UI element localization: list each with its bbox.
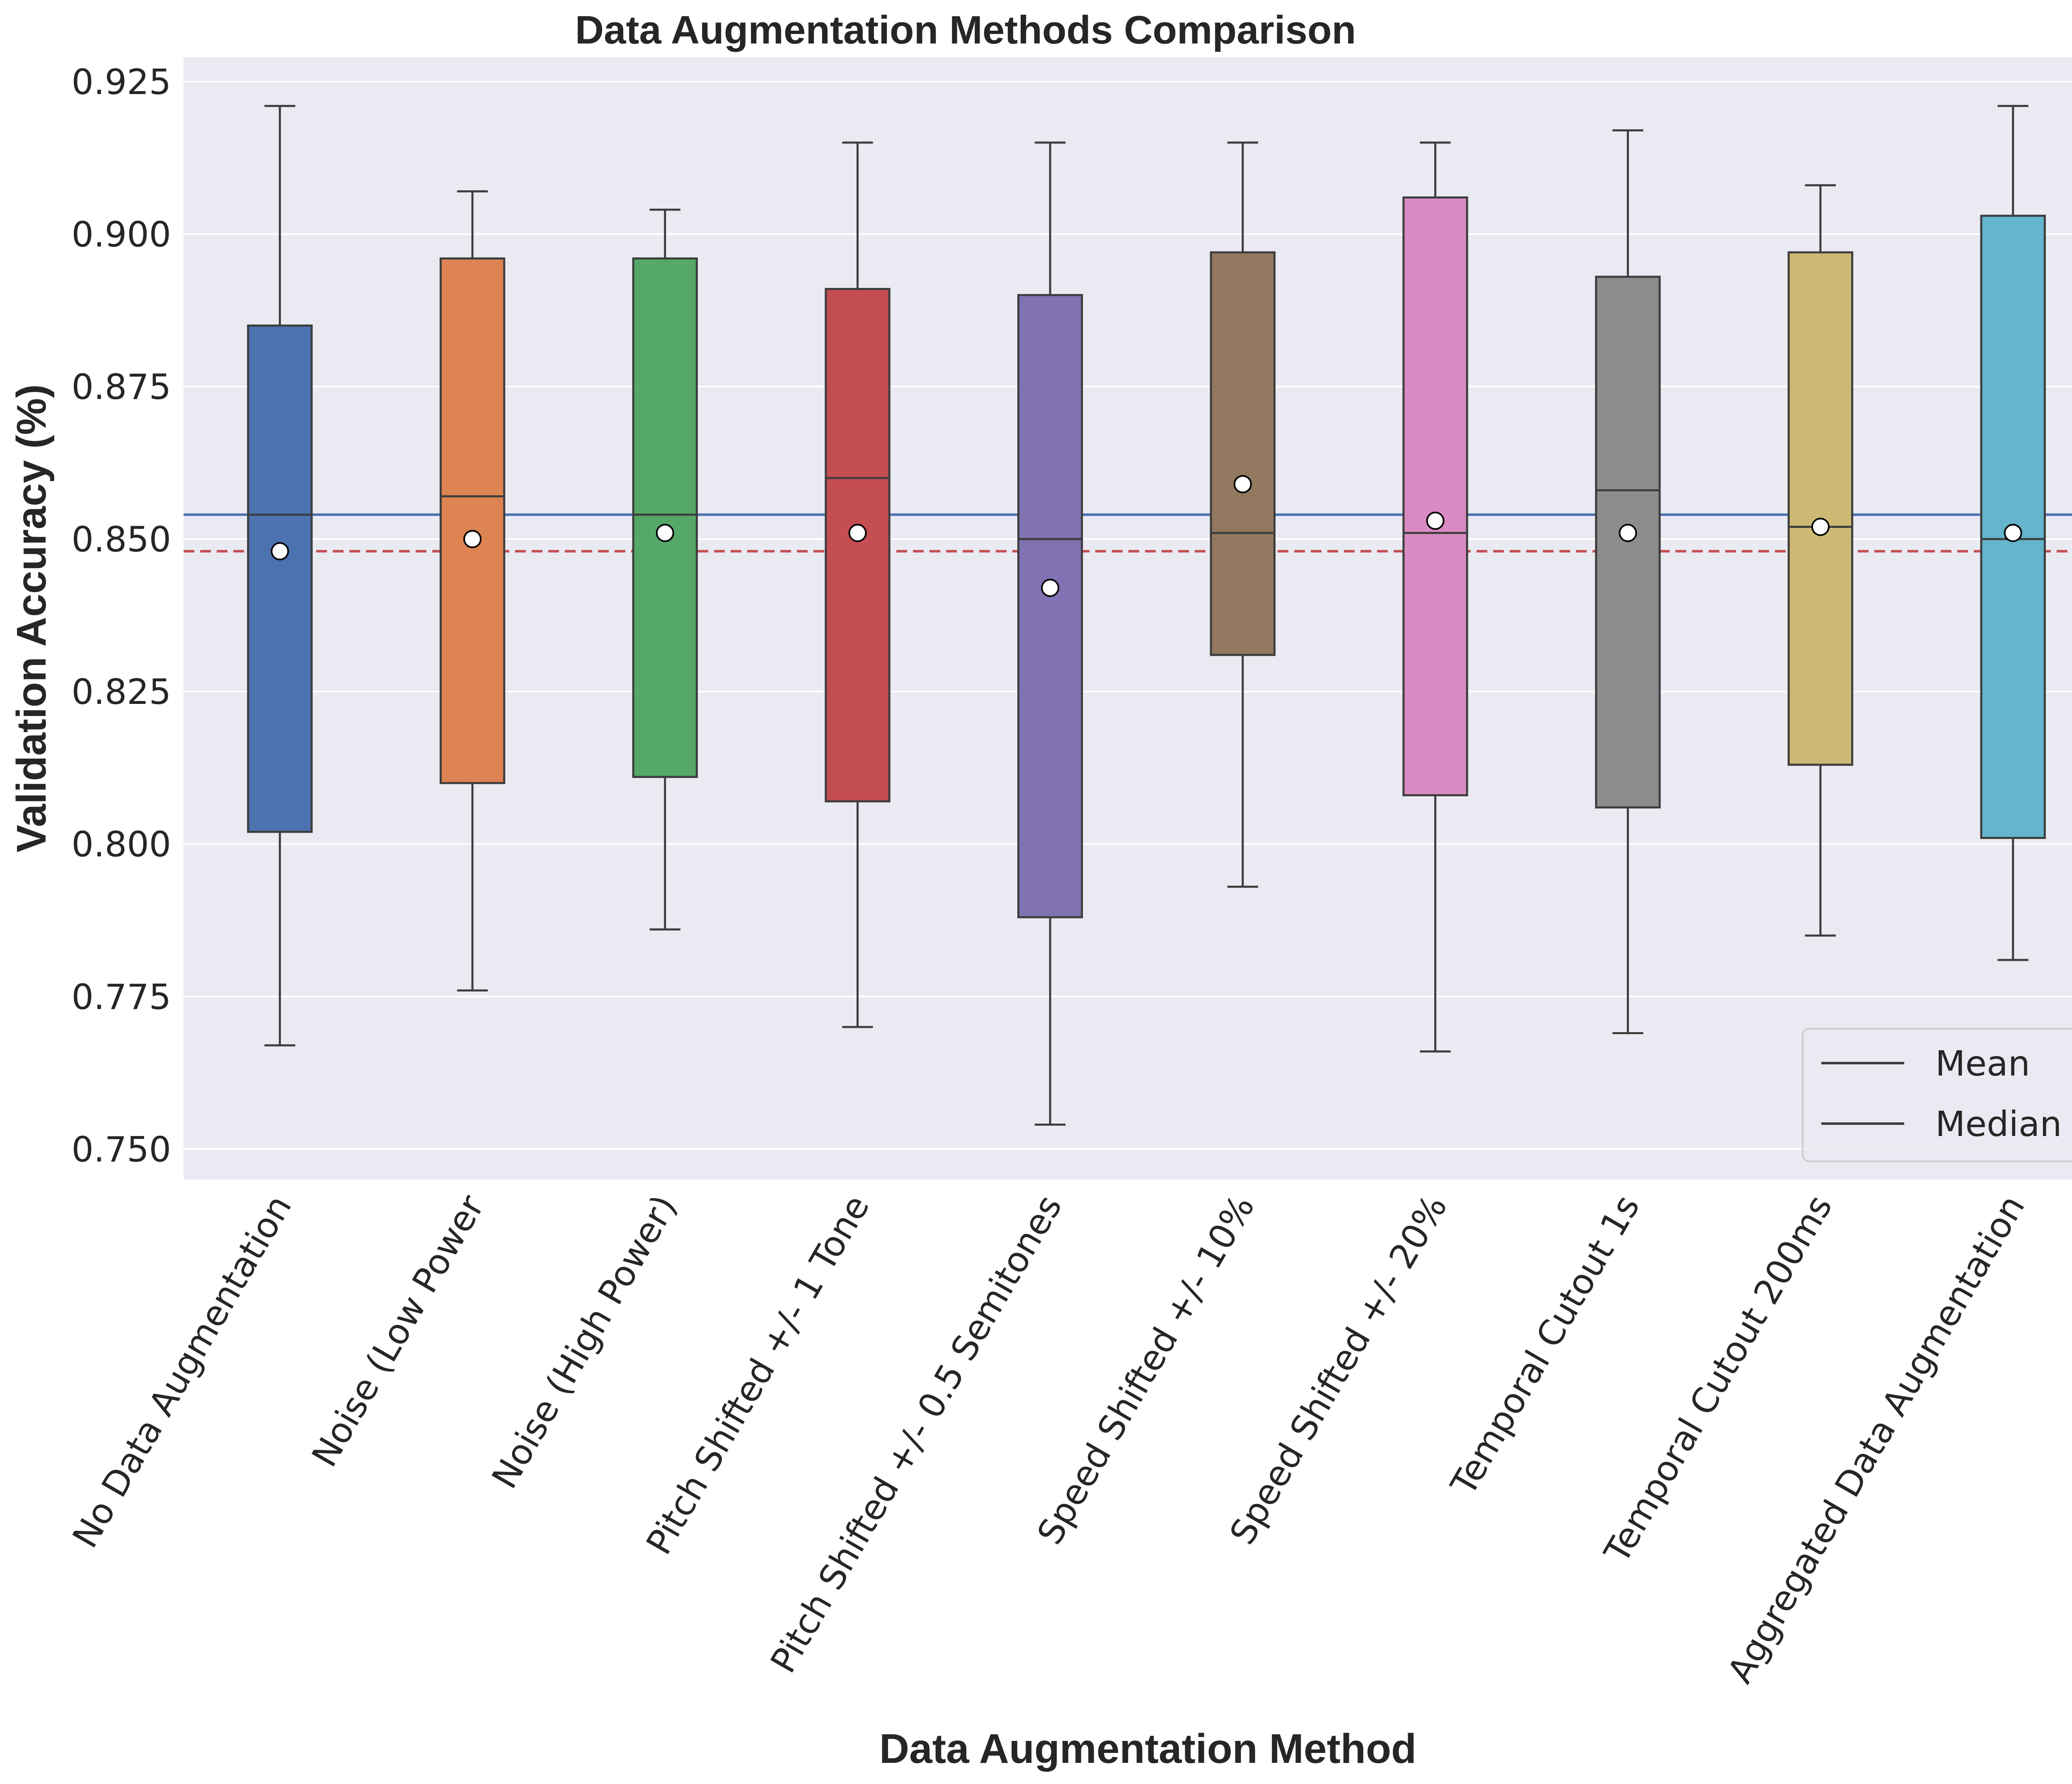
chart-title: Data Augmentation Methods Comparison bbox=[575, 8, 1356, 52]
box-iqr bbox=[1210, 251, 1276, 656]
box-iqr bbox=[825, 288, 891, 803]
mean-marker bbox=[1041, 578, 1060, 597]
box-iqr bbox=[1787, 251, 1854, 766]
box-group bbox=[1595, 129, 1661, 1035]
y-tick-label: 0.875 bbox=[72, 367, 171, 407]
box-iqr bbox=[247, 324, 313, 833]
mean-marker bbox=[848, 524, 867, 542]
box-group bbox=[1787, 184, 1854, 937]
mean-marker bbox=[2004, 524, 2022, 542]
y-tick-label: 0.825 bbox=[72, 672, 171, 712]
mean-marker bbox=[1811, 517, 1830, 536]
legend-mean-label: Mean bbox=[1935, 1043, 2030, 1084]
box-iqr bbox=[632, 257, 698, 778]
mean-marker bbox=[656, 524, 674, 542]
box-iqr bbox=[1017, 294, 1083, 919]
mean-marker bbox=[1426, 511, 1445, 530]
mean-marker bbox=[1619, 524, 1637, 542]
legend: Mean Median bbox=[1802, 1028, 2072, 1162]
y-axis-label: Validation Accuracy (%) bbox=[8, 384, 55, 853]
x-axis-label: Data Augmentation Method bbox=[879, 1726, 1416, 1772]
box-group bbox=[825, 141, 891, 1028]
y-tick-label: 0.900 bbox=[72, 214, 171, 255]
box-group bbox=[1210, 141, 1276, 888]
box-iqr bbox=[1595, 276, 1661, 809]
boxes bbox=[247, 105, 2046, 1126]
y-tick-label: 0.775 bbox=[72, 977, 171, 1017]
box-group bbox=[1017, 141, 1083, 1126]
box-group bbox=[439, 190, 506, 992]
box-iqr bbox=[439, 257, 506, 784]
y-axis-ticks: 0.750 0.775 0.800 0.825 0.850 0.875 0.900 0.925 bbox=[72, 62, 171, 1170]
box-group bbox=[1402, 141, 1468, 1053]
mean-marker bbox=[1233, 475, 1252, 493]
y-tick-label: 0.850 bbox=[72, 519, 171, 560]
box-group bbox=[1980, 105, 2046, 961]
box-iqr bbox=[1402, 196, 1468, 796]
box-group bbox=[632, 208, 698, 931]
legend-median-label: Median bbox=[1935, 1104, 2062, 1144]
y-tick-label: 0.800 bbox=[72, 824, 171, 865]
box-group bbox=[247, 105, 313, 1047]
mean-marker bbox=[271, 542, 289, 561]
y-tick-label: 0.925 bbox=[72, 62, 171, 102]
y-tick-label: 0.750 bbox=[72, 1129, 171, 1170]
mean-marker bbox=[463, 530, 482, 549]
